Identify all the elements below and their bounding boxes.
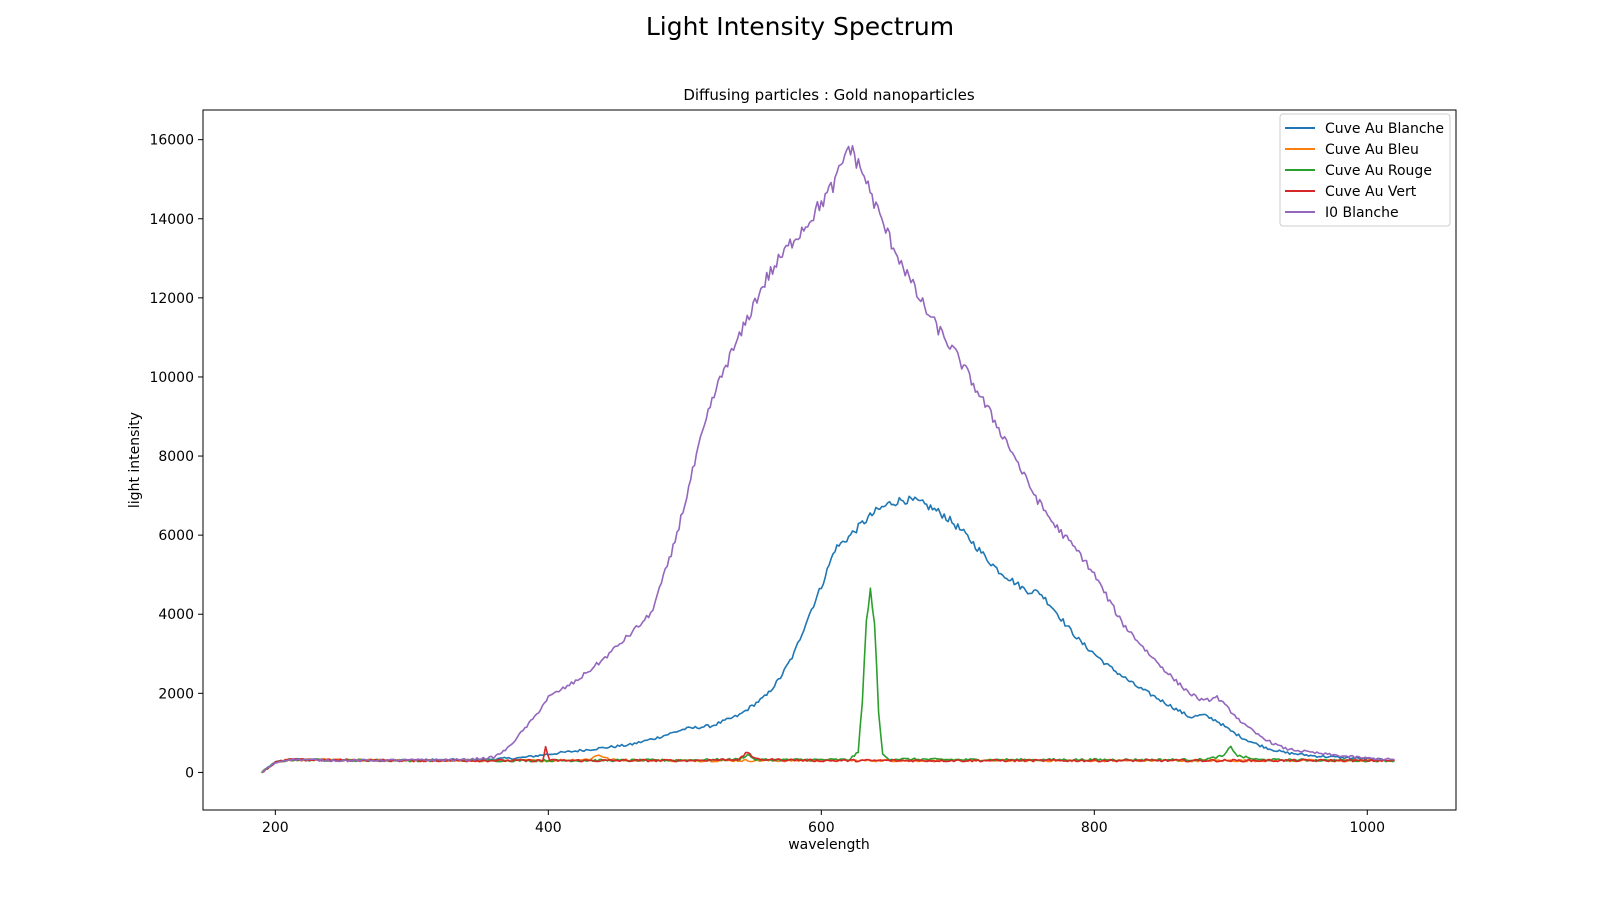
legend-entry: Cuve Au Rouge (1325, 163, 1432, 179)
x-axis-ticks: 200 400 600 800 1000 (262, 810, 1385, 836)
x-tick-label: 200 (262, 820, 289, 836)
series-line-0 (261, 495, 1395, 773)
series-line-4 (261, 145, 1395, 773)
y-tick-label: 14000 (149, 212, 194, 228)
x-axis-label: wavelength (788, 837, 870, 853)
x-tick-label: 400 (535, 820, 562, 836)
legend-entry: Cuve Au Blanche (1325, 121, 1444, 137)
y-axis-ticks: 0 2000 4000 6000 8000 10000 12000 14000 16000 (149, 133, 203, 781)
legend-entry: Cuve Au Vert (1325, 184, 1417, 200)
legend-frame (1279, 113, 1451, 227)
y-tick-label: 0 (185, 765, 194, 781)
y-tick-label: 8000 (158, 449, 194, 465)
axes-title: Diffusing particles : Gold nanoparticles (683, 86, 975, 104)
plot-frame (202, 109, 1457, 811)
figure-suptitle: Light Intensity Spectrum (645, 12, 955, 41)
y-axis-label: light intensity (127, 412, 143, 508)
y-tick-label: 12000 (149, 291, 194, 307)
x-tick-label: 600 (808, 820, 835, 836)
legend-entry: I0 Blanche (1325, 205, 1399, 221)
y-tick-label: 6000 (158, 528, 194, 544)
series-line-3 (261, 745, 1395, 773)
y-tick-label: 2000 (158, 686, 194, 702)
y-tick-label: 16000 (149, 133, 194, 149)
y-tick-label: 10000 (149, 370, 194, 386)
legend-entry: Cuve Au Bleu (1325, 142, 1419, 158)
x-tick-label: 800 (1081, 820, 1108, 836)
series-lines (261, 145, 1395, 774)
legend: Cuve Au Blanche Cuve Au Bleu Cuve Au Rouge… (1279, 113, 1451, 227)
x-tick-label: 1000 (1349, 820, 1385, 836)
y-tick-label: 4000 (158, 607, 194, 623)
